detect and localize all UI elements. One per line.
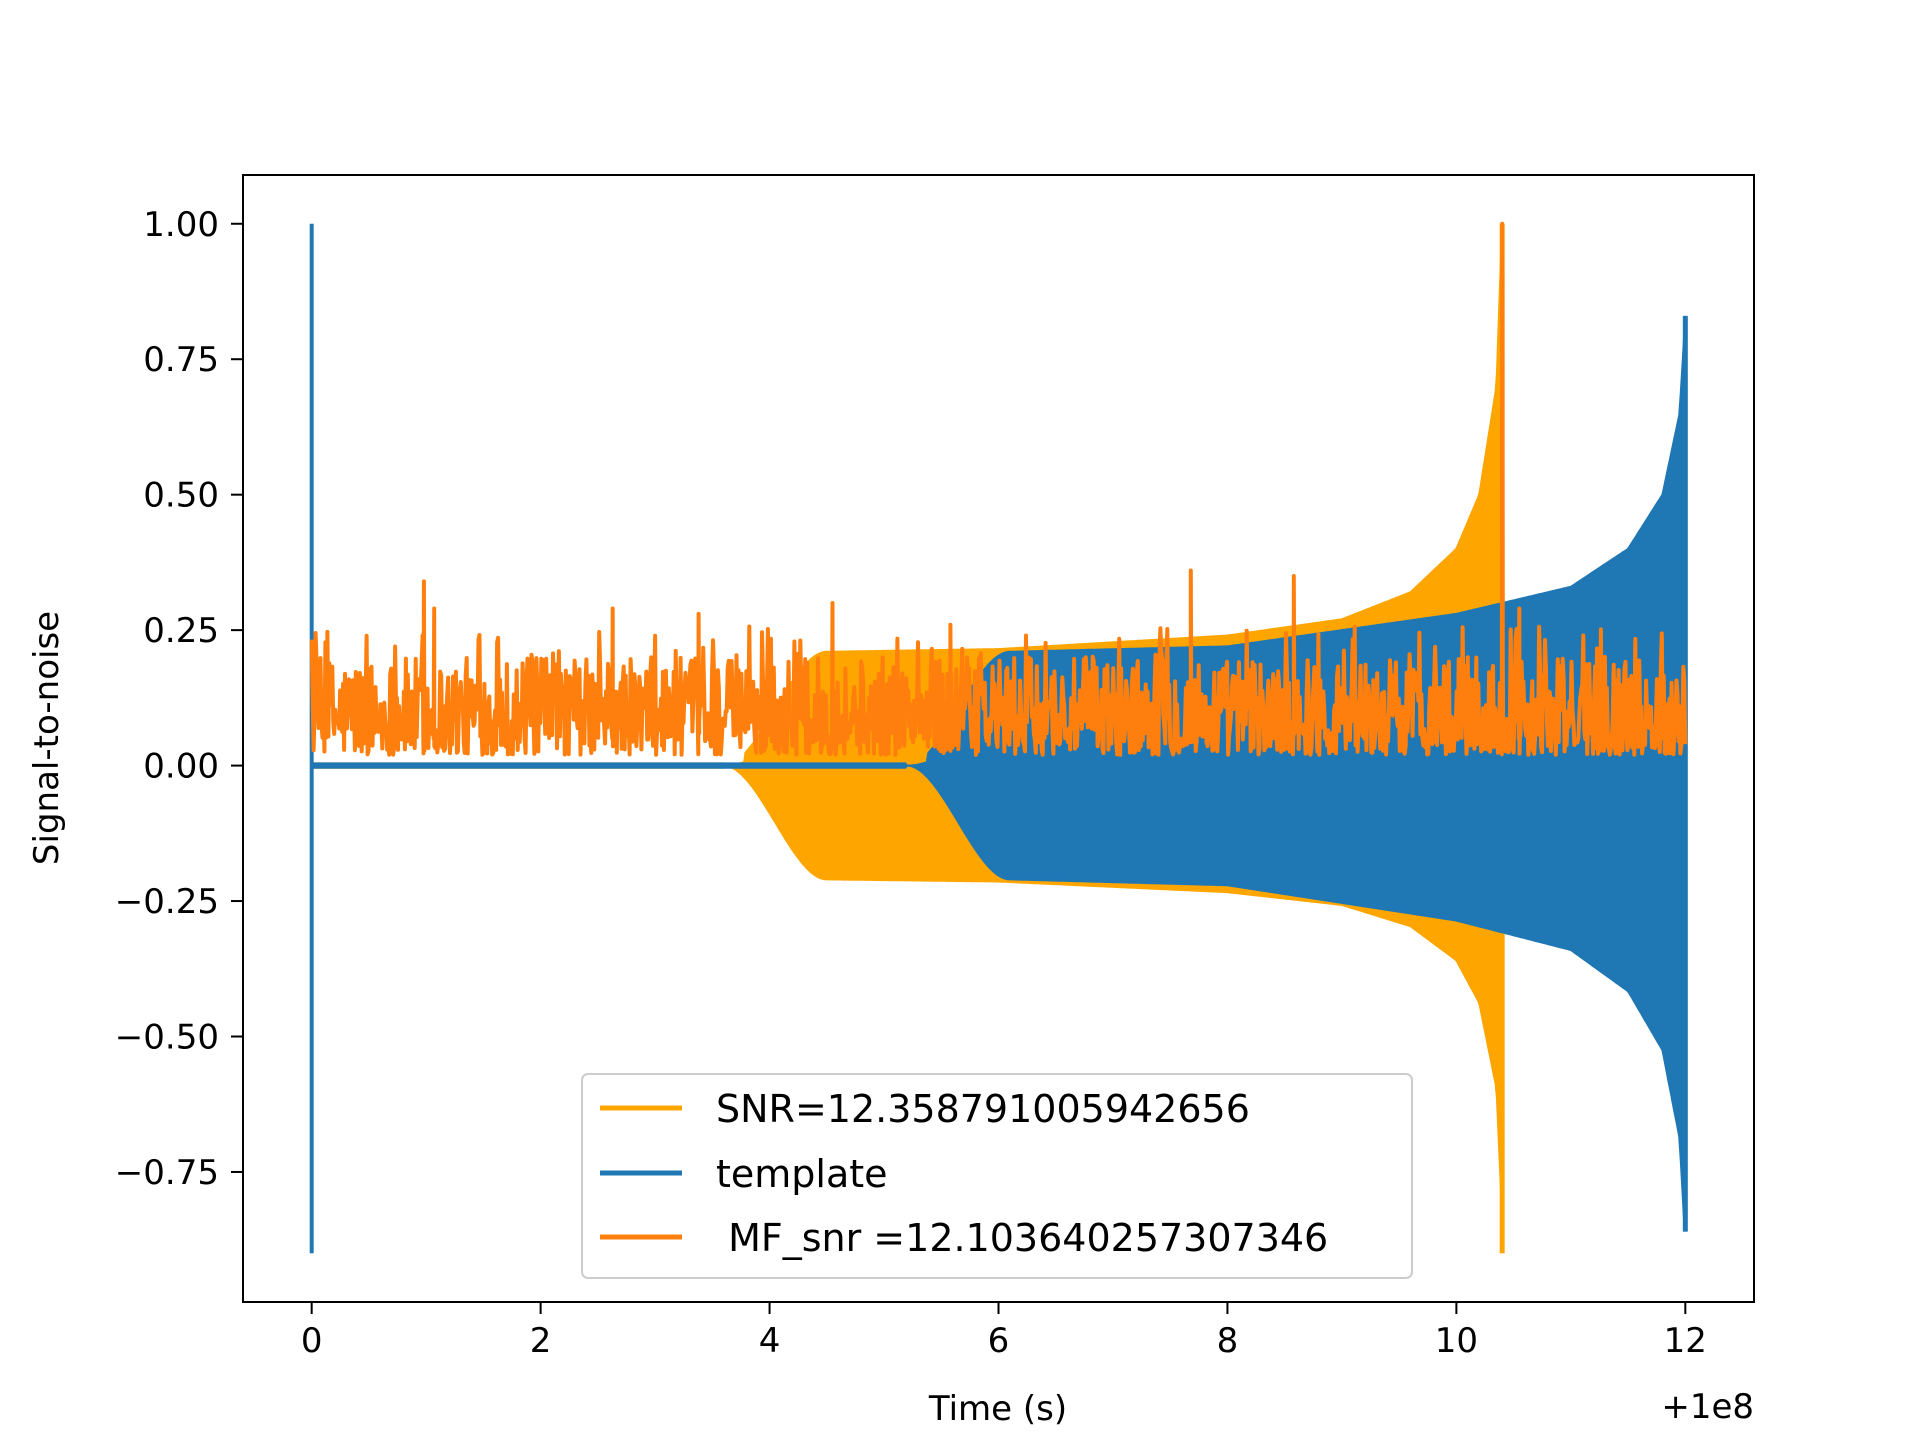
y-tick-label-3: 0.25: [143, 611, 219, 651]
legend-label-template: template: [716, 1152, 888, 1196]
y-axis-label: Signal-to-noise: [27, 611, 67, 865]
x-tick-label-6: 12: [1664, 1321, 1707, 1361]
legend: SNR=12.358791005942656 template MF_snr =…: [581, 1073, 1413, 1279]
x-tick-label-0: 0: [301, 1321, 323, 1361]
y-tick-label-5: −0.25: [115, 882, 219, 922]
x-tick-label-3: 6: [988, 1321, 1010, 1361]
ticks-layer: 0 2 4 6 8 10 12 1.00 0.75 0.50 0.25 0.00 −0.25 −0.50 −…: [115, 205, 1707, 1361]
x-offset-label: +1e8: [1661, 1387, 1754, 1427]
x-tick-label-4: 8: [1217, 1321, 1239, 1361]
series-layer: [309, 221, 1688, 1254]
y-tick-label-0: 1.00: [143, 205, 219, 245]
y-tick-label-6: −0.50: [115, 1018, 219, 1058]
x-tick-label-1: 2: [530, 1321, 552, 1361]
x-tick-label-5: 10: [1435, 1321, 1478, 1361]
legend-box: [581, 1073, 1413, 1279]
x-axis-label: Time (s): [928, 1389, 1067, 1429]
series-1-envelope: [310, 315, 1687, 1232]
y-tick-label-4: 0.00: [143, 747, 219, 787]
y-tick-label-2: 0.50: [143, 476, 219, 516]
series-2-line: [309, 221, 1688, 757]
x-tick-label-2: 4: [759, 1321, 781, 1361]
y-tick-label-7: −0.75: [115, 1153, 219, 1193]
legend-label-mf-snr: MF_snr =12.103640257307346: [716, 1216, 1328, 1260]
y-tick-label-1: 0.75: [143, 340, 219, 380]
legend-label-snr: SNR=12.358791005942656: [716, 1087, 1250, 1131]
